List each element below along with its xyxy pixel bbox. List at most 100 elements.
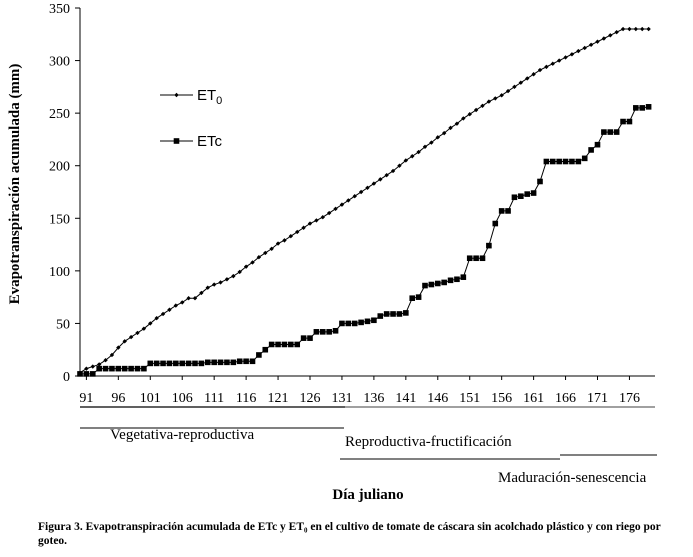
stage-layer: Vegetativa-reproductiva Reproductiva-fruc… [80, 427, 657, 486]
x-tick-label: 91 [79, 391, 93, 406]
data-point [633, 26, 639, 32]
data-point [243, 264, 249, 269]
data-point [525, 76, 530, 81]
data-point [167, 307, 172, 312]
data-point [601, 129, 607, 135]
data-point [511, 194, 518, 201]
data-point [314, 218, 319, 223]
data-point [639, 105, 646, 111]
x-tick-label: 96 [111, 391, 125, 406]
data-point [217, 359, 224, 366]
data-point [473, 255, 479, 262]
data-point [281, 341, 288, 348]
data-point [320, 215, 325, 220]
data-point [505, 208, 511, 214]
data-point [313, 329, 320, 335]
data-point [230, 359, 237, 366]
data-point [410, 154, 415, 159]
data-point [492, 220, 499, 227]
data-point [480, 103, 485, 108]
data-point [294, 341, 301, 348]
data-point [102, 365, 109, 372]
data-point [333, 206, 338, 212]
data-point [275, 341, 281, 348]
data-point [173, 303, 179, 308]
series-layer [77, 26, 652, 377]
data-point [160, 311, 166, 317]
x-tick-label: 161 [523, 391, 544, 406]
x-tick-label: 126 [300, 391, 321, 406]
data-point [179, 360, 186, 367]
y-axis: 0 50 100 150 200 250 300 350 [49, 2, 81, 385]
x-tick-label: 166 [555, 391, 576, 406]
data-point [563, 55, 568, 60]
data-point [498, 208, 505, 214]
data-point [460, 274, 467, 280]
stage-label: Reproductiva-fructificación [345, 434, 512, 450]
data-point [493, 96, 498, 101]
data-point [377, 313, 384, 319]
data-point [422, 144, 428, 149]
data-point [594, 141, 601, 148]
data-point [243, 358, 249, 365]
series-etc [77, 104, 652, 377]
data-point [569, 52, 575, 57]
data-point [626, 118, 633, 125]
data-point [198, 360, 205, 367]
data-point [83, 371, 90, 377]
data-point [524, 191, 531, 197]
data-point [218, 280, 223, 285]
data-point [601, 36, 607, 41]
data-point [562, 158, 569, 165]
data-point [154, 315, 159, 321]
data-point [544, 64, 549, 70]
data-point [96, 365, 102, 372]
data-point [531, 72, 536, 77]
x-tick-label: 116 [236, 391, 256, 406]
data-point [448, 125, 453, 131]
data-point [180, 300, 185, 305]
data-point [409, 295, 416, 301]
data-point [275, 241, 281, 246]
series-line [79, 28, 649, 374]
data-point [614, 29, 619, 35]
data-point [576, 48, 581, 54]
x-tick-label: 106 [172, 391, 193, 406]
data-point [326, 210, 332, 216]
data-point [518, 193, 524, 200]
data-point [537, 178, 543, 185]
data-point [205, 285, 210, 290]
data-point [403, 158, 409, 163]
data-point [128, 365, 134, 372]
data-point [556, 58, 562, 63]
data-point [530, 190, 537, 196]
data-point [556, 158, 562, 165]
data-point [135, 330, 140, 336]
data-point [332, 327, 339, 334]
legend-item-etc: ETc [160, 133, 223, 150]
data-point [352, 194, 357, 199]
x-tick-label: 141 [395, 391, 416, 406]
data-point [224, 359, 230, 366]
stage-label: Maduración-senescencia [498, 470, 647, 486]
data-point [640, 26, 645, 32]
data-point [90, 364, 95, 369]
data-point [84, 366, 89, 371]
data-point [204, 359, 211, 366]
data-point [326, 329, 332, 335]
data-point [595, 39, 600, 44]
data-point [141, 326, 147, 331]
x-tick-label: 101 [140, 391, 161, 406]
data-point [173, 360, 179, 367]
data-point [236, 358, 243, 365]
data-point [543, 158, 550, 165]
series-line [80, 106, 649, 375]
y-tick-label: 0 [63, 370, 70, 385]
legend-label: ETc [197, 133, 223, 150]
data-point [645, 104, 652, 110]
data-point [185, 360, 192, 367]
data-point [250, 260, 255, 265]
data-point [550, 61, 555, 66]
data-point [435, 135, 440, 140]
